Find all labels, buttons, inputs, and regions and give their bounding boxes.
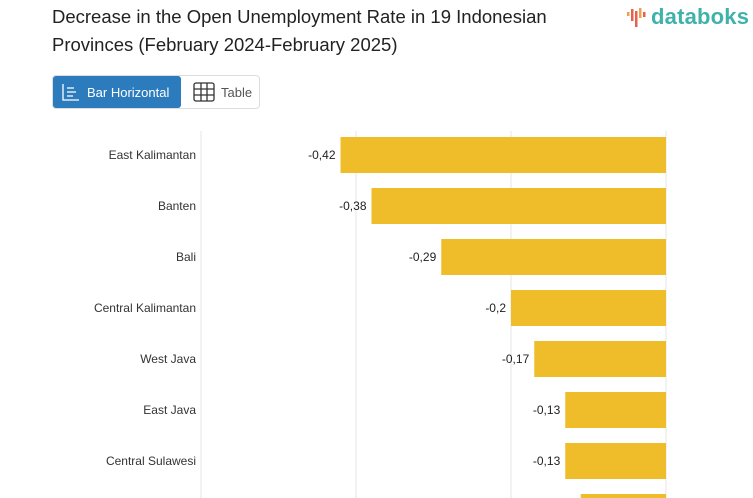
value-label: -0,13 — [533, 454, 561, 468]
databoks-logo: databoks — [626, 4, 749, 30]
value-label: -0,29 — [409, 250, 437, 264]
category-label: Central Kalimantan — [94, 301, 196, 315]
bar[interactable] — [580, 494, 666, 498]
bar[interactable] — [565, 443, 666, 479]
category-label: Bali — [176, 250, 196, 264]
table-icon — [193, 82, 215, 102]
value-label: -0,42 — [308, 148, 336, 162]
bar[interactable] — [371, 188, 667, 224]
bar[interactable] — [340, 137, 667, 173]
bar[interactable] — [534, 341, 666, 377]
value-label: -0,2 — [485, 301, 506, 315]
bar[interactable] — [511, 290, 666, 326]
table-button[interactable]: Table — [181, 76, 252, 108]
table-label: Table — [221, 84, 253, 100]
view-toggle: Bar Horizontal Table — [52, 75, 260, 109]
bar-horizontal-button[interactable]: Bar Horizontal — [53, 76, 181, 108]
bar-chart-icon — [62, 84, 79, 101]
value-label: -0,17 — [502, 352, 530, 366]
bar[interactable] — [565, 392, 666, 428]
bar[interactable] — [441, 239, 666, 275]
category-label: Central Sulawesi — [106, 454, 196, 468]
category-label: West Java — [140, 352, 196, 366]
value-label: -0,13 — [533, 403, 561, 417]
bar-horizontal-label: Bar Horizontal — [87, 84, 170, 100]
logo-text: databoks — [651, 4, 750, 29]
category-label: East Java — [143, 403, 196, 417]
chart-title: Decrease in the Open Unemployment Rate i… — [52, 6, 547, 55]
category-label: East Kalimantan — [109, 148, 196, 162]
value-label: -0,38 — [339, 199, 367, 213]
category-label: Banten — [158, 199, 196, 213]
logo-bars-icon — [627, 8, 646, 27]
